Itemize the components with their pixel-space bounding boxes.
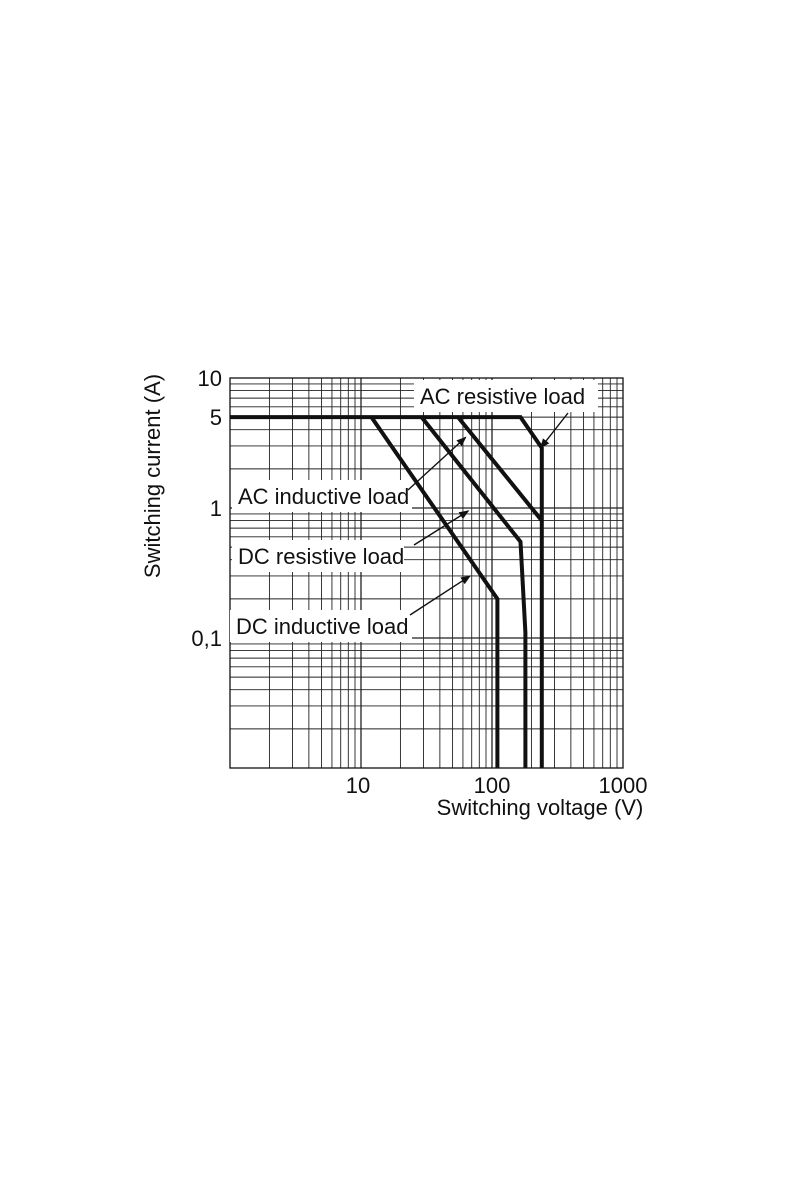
y-tick-label: 1 <box>210 496 222 521</box>
annotation-arrow-ac-resistive-load <box>539 412 569 449</box>
annotation-arrow-dc-inductive-load <box>409 575 471 616</box>
y-tick-label: 0,1 <box>191 626 222 651</box>
annotation-bg-ac-resistive-load <box>414 380 598 412</box>
chart-tick-labels: 10 100 1000 10 5 1 0,1 <box>191 366 647 798</box>
y-tick-label: 5 <box>210 405 222 430</box>
annotation-arrow-dc-resistive-load <box>413 510 470 546</box>
y-tick-label: 10 <box>198 366 222 391</box>
annotation-label-dc-inductive-load: DC inductive load <box>236 614 408 639</box>
annotation-bg-ac-inductive-load <box>232 480 412 512</box>
annotation-label-dc-resistive-load: DC resistive load <box>238 544 404 569</box>
series-line-ac-resistive-load <box>230 415 544 768</box>
chart-annotations: AC resistive load AC inductive load DC res… <box>230 380 598 642</box>
annotation-bg-dc-resistive-load <box>232 540 404 572</box>
x-tick-label: 1000 <box>599 773 648 798</box>
x-axis-title: Switching voltage (V) <box>437 795 644 820</box>
chart-series <box>230 415 544 768</box>
y-axis-title: Switching current (A) <box>140 374 165 578</box>
series-line-dc-inductive-load <box>369 415 500 768</box>
annotation-bg-dc-inductive-load <box>230 610 412 642</box>
series-line-ac-inductive-load <box>456 415 544 522</box>
x-tick-label: 100 <box>474 773 511 798</box>
x-tick-label: 10 <box>346 773 370 798</box>
plot-frame <box>229 377 624 769</box>
annotation-label-ac-resistive-load: AC resistive load <box>420 384 585 409</box>
series-line-dc-resistive-load <box>420 415 528 768</box>
chart-grid <box>230 378 623 768</box>
annotation-label-ac-inductive-load: AC inductive load <box>238 484 409 509</box>
annotation-arrow-ac-inductive-load <box>407 436 467 491</box>
